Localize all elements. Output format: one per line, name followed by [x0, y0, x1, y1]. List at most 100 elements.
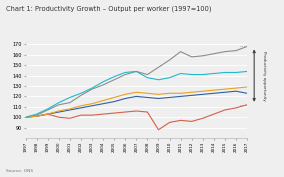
Manufacturing — [46, 109, 49, 111]
Services — [135, 91, 138, 93]
Manufacturing — [190, 56, 193, 58]
Construction — [157, 129, 160, 131]
Production — [146, 77, 149, 79]
Production — [57, 102, 60, 104]
Whole economy — [90, 105, 94, 107]
Construction — [57, 116, 60, 118]
Production — [24, 116, 27, 118]
Whole economy — [68, 109, 72, 111]
Services — [46, 113, 49, 115]
Whole economy — [190, 94, 193, 96]
Whole economy — [223, 91, 227, 93]
Manufacturing — [223, 51, 227, 53]
Text: Chart 1: Productivity Growth – Output per worker (1997=100): Chart 1: Productivity Growth – Output pe… — [6, 5, 211, 12]
Line: Production: Production — [26, 72, 247, 117]
Whole economy — [212, 92, 216, 94]
Whole economy — [46, 113, 49, 115]
Construction — [101, 113, 105, 115]
Manufacturing — [179, 51, 182, 53]
Line: Manufacturing: Manufacturing — [26, 46, 247, 117]
Line: Construction: Construction — [26, 105, 247, 130]
Manufacturing — [135, 70, 138, 73]
Services — [157, 93, 160, 95]
Whole economy — [35, 115, 38, 117]
Production — [124, 71, 127, 73]
Manufacturing — [90, 88, 94, 90]
Services — [201, 90, 204, 92]
Production — [201, 73, 204, 76]
Manufacturing — [35, 114, 38, 116]
Services — [179, 92, 182, 94]
Production — [223, 71, 227, 73]
Services — [57, 110, 60, 112]
Services — [24, 116, 27, 118]
Services — [245, 86, 249, 88]
Whole economy — [124, 97, 127, 99]
Production — [245, 70, 249, 73]
Production — [90, 87, 94, 89]
Construction — [90, 114, 94, 116]
Production — [46, 108, 49, 110]
Production — [190, 73, 193, 76]
Whole economy — [157, 97, 160, 99]
Whole economy — [24, 116, 27, 118]
Manufacturing — [57, 104, 60, 106]
Construction — [124, 111, 127, 113]
Whole economy — [57, 111, 60, 113]
Whole economy — [168, 96, 171, 99]
Services — [168, 92, 171, 94]
Construction — [135, 110, 138, 112]
Construction — [24, 116, 27, 118]
Whole economy — [79, 107, 83, 109]
Manufacturing — [112, 79, 116, 81]
Whole economy — [146, 96, 149, 99]
Construction — [245, 104, 249, 106]
Construction — [234, 107, 238, 109]
Production — [79, 92, 83, 94]
Line: Services: Services — [26, 87, 247, 117]
Production — [212, 72, 216, 75]
Whole economy — [101, 103, 105, 105]
Construction — [179, 119, 182, 121]
Whole economy — [245, 92, 249, 94]
Manufacturing — [124, 73, 127, 76]
Whole economy — [201, 93, 204, 95]
Construction — [35, 115, 38, 117]
Services — [112, 96, 116, 99]
Production — [168, 77, 171, 79]
Construction — [146, 111, 149, 113]
Services — [101, 99, 105, 102]
Whole economy — [112, 101, 116, 103]
Manufacturing — [212, 53, 216, 55]
Production — [101, 81, 105, 83]
Whole economy — [135, 95, 138, 98]
Manufacturing — [234, 50, 238, 52]
Manufacturing — [157, 66, 160, 68]
Production — [68, 96, 72, 99]
Whole economy — [234, 90, 238, 92]
Services — [79, 105, 83, 107]
Text: Source: ONS: Source: ONS — [6, 169, 33, 173]
Construction — [79, 114, 83, 116]
Manufacturing — [79, 94, 83, 96]
Construction — [201, 117, 204, 119]
Construction — [168, 121, 171, 124]
Services — [68, 108, 72, 110]
Services — [124, 93, 127, 95]
Manufacturing — [68, 102, 72, 104]
Construction — [68, 117, 72, 119]
Production — [112, 76, 116, 78]
Production — [35, 113, 38, 115]
Services — [90, 103, 94, 105]
Services — [234, 87, 238, 89]
Construction — [223, 109, 227, 111]
Construction — [112, 112, 116, 114]
Construction — [212, 113, 216, 115]
Services — [212, 89, 216, 91]
Production — [234, 71, 238, 73]
Manufacturing — [201, 55, 204, 57]
Production — [135, 70, 138, 73]
Text: Productivity opportunity: Productivity opportunity — [262, 51, 266, 101]
Services — [190, 91, 193, 93]
Services — [223, 88, 227, 90]
